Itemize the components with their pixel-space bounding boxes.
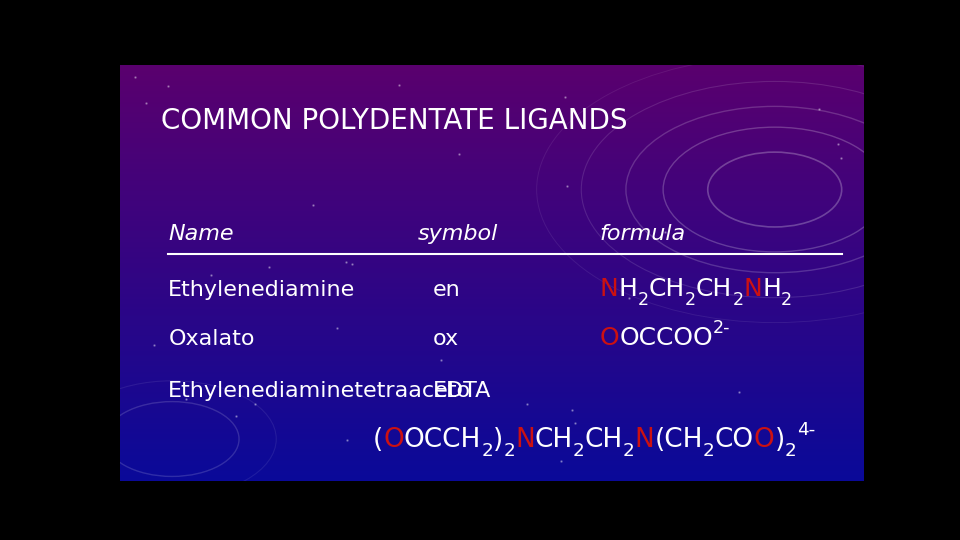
Text: EDTA: EDTA (432, 381, 491, 401)
Text: Oxalato: Oxalato (168, 329, 254, 349)
Text: 2-: 2- (713, 319, 731, 337)
Text: 2: 2 (684, 291, 696, 309)
Text: O: O (600, 327, 619, 350)
Text: symbol: symbol (418, 224, 498, 244)
Text: COMMON POLYDENTATE LIGANDS: COMMON POLYDENTATE LIGANDS (161, 107, 628, 136)
Text: Ethylenediamine: Ethylenediamine (168, 280, 355, 300)
Text: OCCH: OCCH (404, 427, 481, 454)
Text: 2: 2 (623, 442, 635, 461)
Text: N: N (635, 427, 655, 454)
Text: H: H (618, 276, 637, 301)
Text: CH: CH (649, 276, 684, 301)
Text: O: O (754, 427, 775, 454)
Text: 2: 2 (481, 442, 493, 461)
Text: (CH: (CH (655, 427, 703, 454)
Text: 4-: 4- (797, 421, 815, 439)
Text: 2: 2 (573, 442, 585, 461)
Text: 2: 2 (785, 442, 797, 461)
Text: CO: CO (715, 427, 754, 454)
Text: CH: CH (696, 276, 732, 301)
Text: H: H (762, 276, 781, 301)
Text: O: O (383, 427, 404, 454)
Text: en: en (432, 280, 460, 300)
Text: 2: 2 (732, 291, 743, 309)
Text: (: ( (372, 427, 383, 454)
Text: N: N (743, 276, 762, 301)
Text: 2: 2 (781, 291, 792, 309)
Text: CH: CH (535, 427, 573, 454)
Text: 2: 2 (503, 442, 516, 461)
Text: ox: ox (432, 329, 459, 349)
Text: N: N (516, 427, 535, 454)
Text: OCCOO: OCCOO (619, 327, 713, 350)
Text: ): ) (775, 427, 785, 454)
Text: Name: Name (168, 224, 234, 244)
Text: 2: 2 (703, 442, 715, 461)
Text: N: N (600, 276, 618, 301)
Text: 2: 2 (637, 291, 649, 309)
Text: ): ) (493, 427, 503, 454)
Text: formula: formula (600, 224, 686, 244)
Text: CH: CH (585, 427, 623, 454)
Text: Ethylenediaminetetraaceto: Ethylenediaminetetraaceto (168, 381, 471, 401)
